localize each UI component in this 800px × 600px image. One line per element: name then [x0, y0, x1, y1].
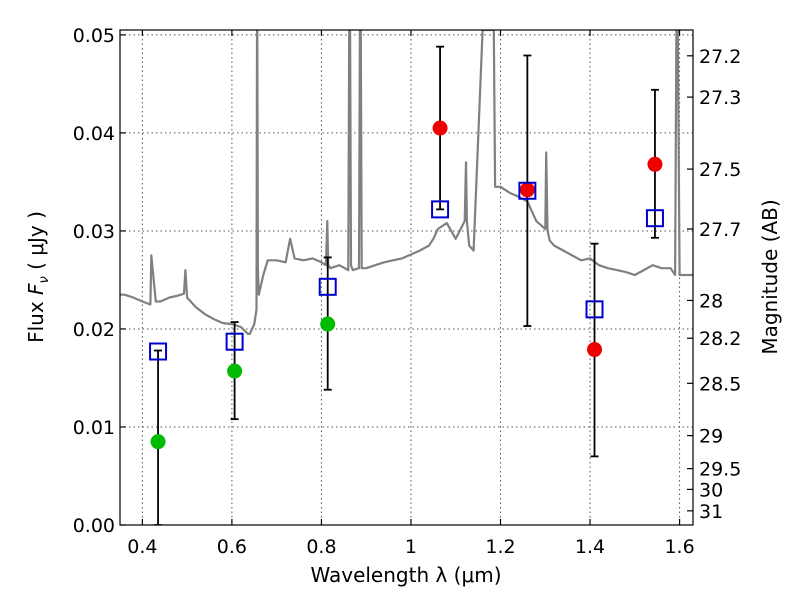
grid: [120, 30, 693, 526]
data-markers: [149, 120, 664, 450]
y-tick-label: 0.01: [73, 417, 115, 439]
model-photometry-square: [318, 277, 337, 296]
y-axis-label: Flux Fν ( μJy ): [24, 211, 52, 343]
x-tick-label: 1: [405, 536, 417, 558]
x-tick-label: 0.4: [127, 536, 157, 558]
x-tick-label: 1.2: [485, 536, 515, 558]
model-photometry-square: [225, 332, 244, 351]
y-axis-tick-labels: 0.00 0.01 0.02 0.03 0.04 0.05: [73, 25, 115, 537]
y-tick-label: 0.00: [73, 515, 115, 537]
x-axis-tick-labels: 0.4 0.6 0.8 1 1.2 1.4 1.6: [127, 536, 694, 558]
y-tick-label: 0.05: [73, 25, 115, 47]
y-tick-label: 0.04: [73, 123, 115, 145]
x-tick-label: 1.4: [575, 536, 605, 558]
y-tick-label: 0.03: [73, 221, 115, 243]
model-photometry-square: [431, 200, 450, 219]
model-photometry-square: [645, 209, 664, 228]
right-axis-tick-label: 27.3: [699, 87, 741, 109]
right-axis-tick-label: 29.5: [699, 459, 741, 481]
observed-flux-point: [150, 434, 166, 450]
model-spectrum-line: [120, 30, 693, 335]
right-axis-tick-label: 28: [699, 290, 723, 312]
right-axis-tick-label: 27.2: [699, 46, 741, 68]
x-tick-label: 1.6: [664, 536, 694, 558]
plot-frame: [119, 29, 694, 526]
right-axis-label: Magnitude (AB): [758, 199, 782, 354]
right-axis-tick-label: 28.5: [699, 373, 741, 395]
axis-ticks: [120, 30, 693, 526]
observed-flux-point: [647, 156, 663, 172]
right-axis-tick-label: 28.2: [699, 328, 741, 350]
observed-flux-point: [432, 120, 448, 136]
plot-area: [120, 30, 693, 525]
model-photometry-square: [149, 342, 168, 361]
error-bars: [154, 45, 659, 525]
right-axis-tick-label: 30: [699, 479, 723, 501]
observed-flux-point: [519, 182, 535, 198]
observed-flux-point: [320, 316, 336, 332]
x-tick-label: 0.6: [217, 536, 247, 558]
model-photometry-square: [518, 181, 537, 200]
observed-flux-point: [587, 342, 603, 358]
y-tick-label: 0.02: [73, 319, 115, 341]
x-tick-label: 0.8: [306, 536, 336, 558]
right-axis-tick-label: 31: [699, 501, 723, 523]
right-axis-tick-label: 27.5: [699, 159, 741, 181]
right-axis-tick-label: 29: [699, 426, 723, 448]
model-photometry-square: [585, 300, 604, 319]
observed-flux-point: [227, 363, 243, 379]
right-axis-tick-label: 27.7: [699, 219, 741, 241]
x-axis-label: Wavelength λ (μm): [310, 563, 501, 587]
